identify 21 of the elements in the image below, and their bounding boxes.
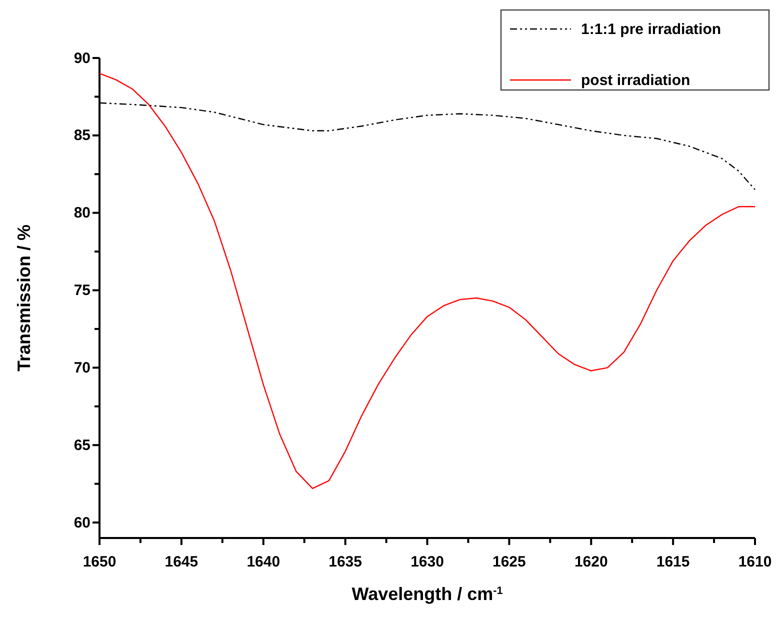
x-tick-label: 1630 <box>410 554 444 570</box>
x-axis-title: Wavelength / cm$^{-1}$ <box>352 584 503 604</box>
y-axis-title: Transmission / % <box>14 224 34 372</box>
x-tick-label: 1640 <box>246 554 280 570</box>
y-tick-label: 65 <box>74 436 90 454</box>
y-tick-label: 70 <box>74 359 90 376</box>
y-tick-label: 60 <box>74 514 90 532</box>
x-tick-label: 1620 <box>574 554 608 570</box>
x-tick-label: 1615 <box>656 554 690 570</box>
legend-label: post irradiation <box>581 72 690 89</box>
x-tick-label: 1650 <box>82 554 116 570</box>
y-tick-label: 85 <box>74 127 90 144</box>
x-tick-label: 1625 <box>492 554 526 570</box>
y-tick-label: 75 <box>74 282 90 300</box>
y-tick-label: 80 <box>74 204 90 222</box>
legend-label: 1:1:1 pre irradiation <box>581 21 722 38</box>
y-tick-label: 90 <box>74 50 90 67</box>
x-tick-label: 1635 <box>328 554 362 570</box>
x-tick-label: 1610 <box>738 554 772 570</box>
line-series <box>98 72 756 490</box>
x-tick-label: 1645 <box>164 554 198 570</box>
